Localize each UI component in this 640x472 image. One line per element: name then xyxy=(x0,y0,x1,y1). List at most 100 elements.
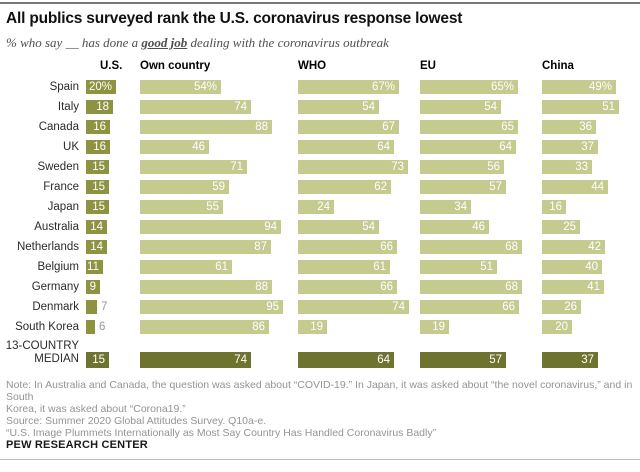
column-header-who: WHO xyxy=(298,60,327,72)
bar-value: 14 xyxy=(90,241,103,253)
bar-value: 18 xyxy=(96,101,109,113)
bar: 20 xyxy=(542,320,572,334)
bar-value: 65 xyxy=(501,121,514,133)
bar: 15 xyxy=(86,180,109,194)
row-label: Canada xyxy=(38,121,79,133)
bar: 66 xyxy=(420,300,519,314)
bar: 66 xyxy=(298,240,397,254)
bar-value: 95 xyxy=(266,301,279,313)
bar: 42 xyxy=(542,240,605,254)
bar: 57 xyxy=(420,180,506,194)
subtitle-prefix: % who say __ has done a xyxy=(6,35,142,50)
bar-value: 67% xyxy=(371,81,395,93)
bar: 16 xyxy=(86,140,110,154)
bar: 46 xyxy=(420,220,489,234)
row-label: Spain xyxy=(49,81,79,93)
source-line: Source: Summer 2020 Global Attitudes Sur… xyxy=(6,414,267,427)
bar: 66 xyxy=(298,280,397,294)
bar: 46 xyxy=(140,140,209,154)
bar-value: 88 xyxy=(255,121,268,133)
bar: 16 xyxy=(542,200,566,214)
bar-value: 44 xyxy=(591,181,604,193)
bar-value: 16 xyxy=(93,121,106,133)
bar: 94 xyxy=(140,220,281,234)
bar: 68 xyxy=(420,280,522,294)
bar: 40 xyxy=(542,260,602,274)
bar: 74 xyxy=(140,352,251,368)
bar: 14 xyxy=(86,220,107,234)
bar: 64 xyxy=(298,140,394,154)
bar: 54 xyxy=(298,100,379,114)
bar-value: 54% xyxy=(193,81,217,93)
median-row-label: 13-COUNTRY MEDIAN xyxy=(5,340,79,365)
bar-value: 57 xyxy=(489,181,502,193)
bar: 15 xyxy=(86,160,109,174)
bar: 59 xyxy=(140,180,229,194)
bar-value: 64 xyxy=(377,141,390,153)
bar: 49% xyxy=(542,80,616,94)
row-label: Netherlands xyxy=(16,241,79,253)
bar: 74 xyxy=(140,100,251,114)
bar-value: 37 xyxy=(581,141,594,153)
bar-value: 7 xyxy=(101,301,108,313)
column-header-china: China xyxy=(542,60,574,72)
row-label: Belgium xyxy=(37,261,79,273)
bar: 67 xyxy=(298,120,399,134)
bar-value: 74 xyxy=(392,301,405,313)
bar: 73 xyxy=(298,160,408,174)
bar-value: 16 xyxy=(93,141,106,153)
row-label: South Korea xyxy=(15,321,79,333)
bar-value: 71 xyxy=(230,161,243,173)
bar-value: 54 xyxy=(362,101,375,113)
bar-value: 66 xyxy=(380,241,393,253)
bar-value: 94 xyxy=(264,221,277,233)
bar: 88 xyxy=(140,280,272,294)
bar-value: 15 xyxy=(92,354,105,366)
bar: 67% xyxy=(298,80,399,94)
bar: 14 xyxy=(86,240,107,254)
bar xyxy=(86,300,97,314)
footnote-block: Note: In Australia and Canada, the quest… xyxy=(6,379,636,440)
column-header-own-country: Own country xyxy=(140,60,211,72)
bar: 20% xyxy=(86,80,116,94)
bar-value: 40 xyxy=(585,261,598,273)
bar-value: 20% xyxy=(88,81,112,93)
bar: 36 xyxy=(542,120,596,134)
bar-value: 65% xyxy=(490,81,514,93)
bar: 86 xyxy=(140,320,269,334)
bar-value: 64 xyxy=(499,141,512,153)
bar-value: 6 xyxy=(99,321,106,333)
bar: 68 xyxy=(420,240,522,254)
bar-value: 73 xyxy=(391,161,404,173)
bar-value: 20 xyxy=(555,321,568,333)
bar-value: 46 xyxy=(472,221,485,233)
bar-value: 37 xyxy=(581,354,594,366)
bar-value: 33 xyxy=(575,161,588,173)
bar: 64 xyxy=(420,140,516,154)
bar-value: 26 xyxy=(564,301,577,313)
bar: 61 xyxy=(140,260,232,274)
bottom-divider xyxy=(0,459,640,460)
row-label: France xyxy=(43,181,79,193)
column-header-u-s-: U.S. xyxy=(100,60,123,72)
bar: 16 xyxy=(86,120,110,134)
column-header-eu: EU xyxy=(420,60,436,72)
bar-value: 16 xyxy=(549,201,562,213)
bar: 9 xyxy=(86,280,100,294)
bar-value: 61 xyxy=(215,261,228,273)
row-label: Australia xyxy=(34,221,79,233)
row-label: Sweden xyxy=(37,161,79,173)
bar: 88 xyxy=(140,120,272,134)
subtitle-emphasis: good job xyxy=(141,35,188,50)
page-title: All publics surveyed rank the U.S. coron… xyxy=(6,10,463,27)
bar-value: 15 xyxy=(92,181,105,193)
bar-value: 68 xyxy=(505,241,518,253)
bar-value: 41 xyxy=(587,281,600,293)
bar: 26 xyxy=(542,300,581,314)
bar-value: 68 xyxy=(505,281,518,293)
bar-value: 56 xyxy=(487,161,500,173)
bar-value: 34 xyxy=(454,201,467,213)
brand-footer: PEW RESEARCH CENTER xyxy=(6,439,148,451)
bar: 25 xyxy=(542,220,580,234)
bar-value: 25 xyxy=(563,221,576,233)
